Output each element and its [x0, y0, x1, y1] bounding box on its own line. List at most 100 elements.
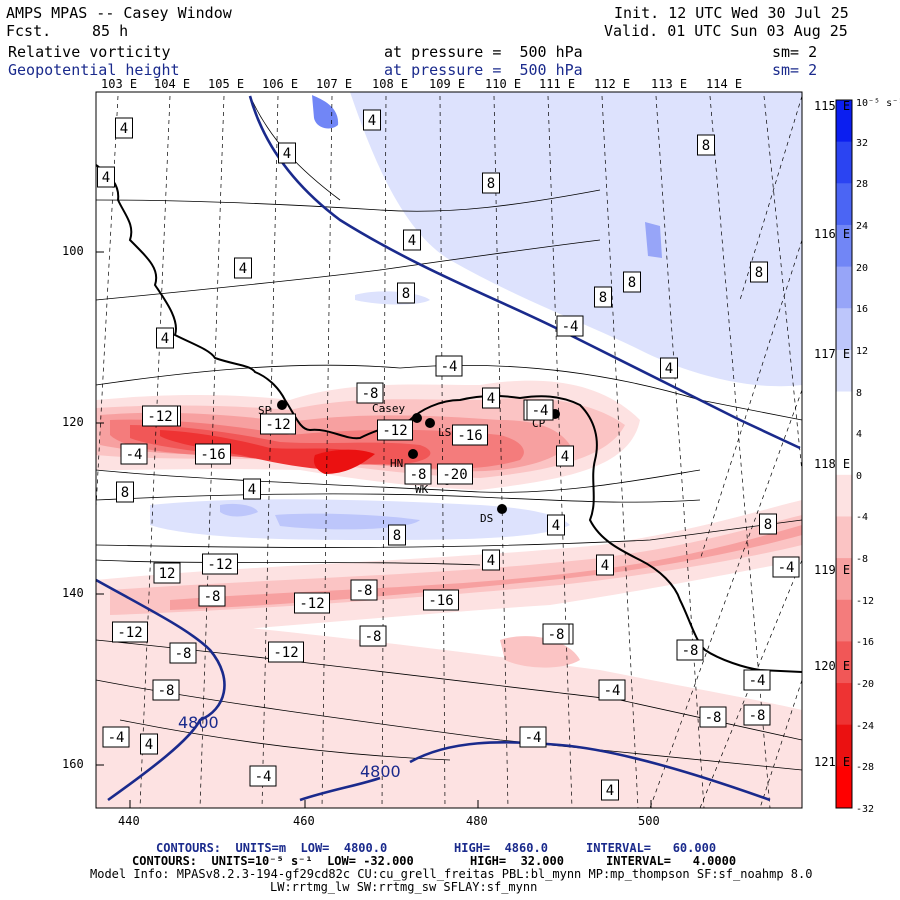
station-marker-ls[interactable]	[425, 418, 435, 428]
colorbar-tick-label: 20	[856, 262, 869, 274]
contour-label: -8	[365, 629, 382, 645]
colorbar-bin	[836, 266, 852, 309]
height-label-4800-west: 4800	[178, 713, 219, 732]
smoothing-height: sm= 2	[772, 61, 818, 79]
contour-label-box	[547, 514, 565, 536]
longitude-label-top: 111 E	[539, 77, 576, 91]
contour-label: -16	[428, 593, 453, 609]
contour-label-box	[556, 445, 574, 467]
colorbar-tick-label: 12	[856, 345, 869, 357]
colorbar	[836, 100, 852, 809]
contour-label-box	[388, 524, 406, 546]
contour-label-box	[112, 621, 148, 643]
colorbar-bin	[836, 766, 852, 809]
contour-label: -20	[442, 467, 467, 483]
contour-label-box	[198, 585, 226, 607]
colorbar-bin	[836, 599, 852, 642]
colorbar-tick-label: -28	[856, 762, 875, 774]
colorbar-tick-label: 24	[856, 220, 869, 232]
colorbar-bin	[836, 391, 852, 434]
colorbar-tick-label: -12	[856, 595, 875, 607]
contour-label-box	[359, 625, 387, 647]
contour-label-box	[423, 589, 459, 611]
contour-label-box	[278, 142, 296, 164]
longitude-label-top: 112 E	[594, 77, 631, 91]
contour-label: 4	[368, 113, 376, 129]
colorbar-bin	[836, 433, 852, 476]
contour-label-box	[152, 679, 180, 701]
station-label-ls: LS	[438, 426, 451, 439]
longitude-label-top: 106 E	[262, 77, 299, 91]
longitude-label-right: 116 E	[814, 227, 851, 241]
contour-label: -4	[108, 730, 125, 746]
contour-label-box	[102, 726, 130, 748]
colorbar-tick-label: -16	[856, 637, 875, 649]
station-marker-hn[interactable]	[408, 449, 418, 459]
longitude-label-top: 114 E	[706, 77, 743, 91]
contour-label-box	[542, 623, 570, 645]
colorbar-bin	[836, 683, 852, 726]
longitude-label-top: 103 E	[101, 77, 138, 91]
contour-label-box	[623, 271, 641, 293]
contour-label: 4	[561, 449, 569, 465]
contour-label: -4	[532, 403, 549, 419]
contour-label: -12	[117, 625, 142, 641]
contour-label: -12	[273, 645, 298, 661]
contour-label: 4	[408, 233, 416, 249]
station-marker-sp[interactable]	[277, 400, 287, 410]
colorbar-bin	[836, 474, 852, 517]
height-label-4800-south: 4800	[360, 762, 401, 781]
contour-label: 8	[628, 275, 636, 291]
contour-label: -8	[175, 646, 192, 662]
station-marker-casey[interactable]	[412, 413, 422, 423]
contour-label-box	[120, 443, 148, 465]
footer-model-info: Model Info: MPASv8.2.3-194-gf29cd82c CU:…	[90, 867, 813, 881]
contour-label-box	[350, 579, 378, 601]
station-marker-ds[interactable]	[497, 504, 507, 514]
contour-label-box	[482, 549, 500, 571]
contour-label-box	[356, 382, 384, 404]
longitude-label-right: 117 E	[814, 347, 851, 361]
colorbar-border	[835, 99, 853, 809]
contour-label: -4	[604, 683, 621, 699]
contour-label: -4	[778, 560, 795, 576]
contour-label-box	[397, 282, 415, 304]
forecast-label: Fcst.	[6, 22, 52, 40]
colorbar-tick-label: -4	[856, 512, 869, 524]
longitude-label-right: 120 E	[814, 659, 851, 673]
footer-vorticity-interval: INTERVAL= 4.0000	[606, 854, 737, 868]
contour-label: -8	[705, 710, 722, 726]
contour-label: -8	[362, 386, 379, 402]
contour-label: -4	[126, 447, 143, 463]
contour-label-box	[435, 355, 463, 377]
colorbar-tick-label: 16	[856, 304, 869, 316]
stations: SP Casey LS CP HN WK DS	[258, 400, 560, 525]
contour-label-box	[482, 172, 500, 194]
colorbar-bin	[836, 183, 852, 226]
contour-label-box	[294, 592, 330, 614]
footer-height-high: HIGH= 4860.0	[454, 841, 548, 855]
contour-label: 8	[755, 265, 763, 281]
contour-label-box	[759, 513, 777, 535]
y-tick-label: 120	[62, 415, 84, 429]
contour-label: 4	[487, 553, 495, 569]
colorbar-tick-label: 0	[856, 470, 863, 482]
longitude-label-top: 108 E	[372, 77, 409, 91]
contour-label-box	[195, 443, 231, 465]
y-tick-label: 140	[62, 586, 84, 600]
colorbar-tick-label: 32	[856, 137, 869, 149]
contour-label: 4	[487, 391, 495, 407]
valid-time: Valid. 01 UTC Sun 03 Aug 25	[604, 22, 848, 40]
colorbar-tick-label: 4	[856, 429, 863, 441]
colorbar-bin	[836, 724, 852, 767]
x-tick-label: 460	[293, 814, 315, 828]
contour-label-box	[437, 463, 473, 485]
vorticity-contours	[96, 95, 802, 771]
contour-label-box	[153, 562, 181, 584]
contour-label: 12	[159, 566, 176, 582]
contour-label-box	[601, 779, 619, 801]
contour-label: 8	[121, 485, 129, 501]
footer-height-contours: CONTOURS: UNITS=m LOW= 4800.0	[156, 841, 388, 855]
contour-label: 8	[599, 290, 607, 306]
